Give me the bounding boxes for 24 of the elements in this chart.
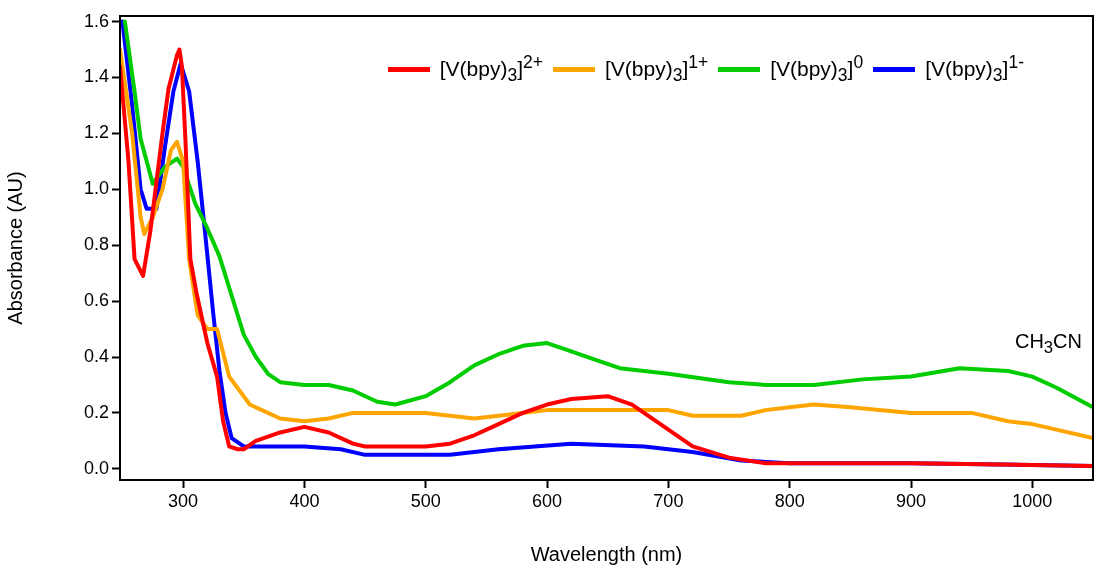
y-tick-label: 0.2 bbox=[83, 401, 109, 422]
legend-label: [V(bpy)$_{3}$]$^{2+}$ bbox=[439, 52, 543, 87]
legend-label: [V(bpy)$_{3}$]$^{1+}$ bbox=[604, 52, 709, 87]
legend-label: [V(bpy)$_{3}$]$^{1-}$ bbox=[925, 52, 1024, 87]
x-tick-label: 900 bbox=[895, 490, 927, 511]
y-tick-label: 0.6 bbox=[83, 290, 109, 311]
y-tick-label: 0.0 bbox=[83, 457, 109, 478]
y-tick-label: 1.6 bbox=[83, 10, 109, 31]
y-tick-label: 1.2 bbox=[83, 122, 109, 143]
x-tick-label: 300 bbox=[168, 490, 199, 511]
y-tick-label: 1.0 bbox=[83, 178, 109, 199]
x-tick-label: 600 bbox=[532, 490, 563, 511]
annotation: CH$_{3}$CN bbox=[1014, 330, 1082, 358]
y-axis-title: Absorbance (AU) bbox=[3, 171, 26, 325]
y-tick-label: 0.8 bbox=[83, 234, 109, 255]
x-axis-title: Wavelength (nm) bbox=[530, 542, 683, 565]
x-tick-label: 800 bbox=[774, 490, 805, 511]
y-tick-label: 0.4 bbox=[83, 345, 109, 366]
x-tick-label: 400 bbox=[289, 490, 320, 511]
y-tick-label: 1.4 bbox=[83, 66, 109, 87]
x-tick-label: 700 bbox=[653, 490, 684, 511]
x-tick-label: 500 bbox=[410, 490, 441, 511]
x-tick-label: 1000 bbox=[1012, 490, 1053, 511]
legend-label: [V(bpy)$_{3}$]$^{0}$ bbox=[770, 52, 864, 87]
